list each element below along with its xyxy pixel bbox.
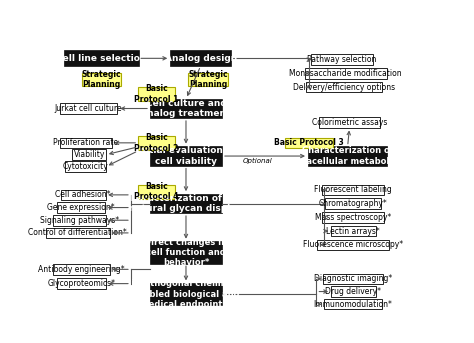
FancyBboxPatch shape [170, 50, 231, 66]
FancyBboxPatch shape [150, 241, 222, 263]
Text: Control of differentiation*: Control of differentiation* [28, 228, 127, 237]
FancyBboxPatch shape [61, 190, 106, 200]
Text: Proliferation rate: Proliferation rate [53, 138, 118, 147]
FancyBboxPatch shape [188, 73, 228, 86]
Text: Chromatography*: Chromatography* [319, 199, 388, 208]
FancyBboxPatch shape [53, 264, 109, 275]
FancyBboxPatch shape [311, 54, 373, 65]
Text: Direct changes in
cell function and
behavior*: Direct changes in cell function and beha… [145, 238, 228, 267]
FancyBboxPatch shape [60, 138, 112, 148]
FancyBboxPatch shape [138, 87, 175, 101]
FancyBboxPatch shape [324, 299, 382, 309]
FancyBboxPatch shape [317, 239, 389, 250]
Text: Delivery/efficiency options: Delivery/efficiency options [293, 83, 395, 92]
FancyBboxPatch shape [82, 73, 121, 86]
Text: Drug delivery*: Drug delivery* [325, 287, 381, 296]
Text: Fluorescent labeling: Fluorescent labeling [314, 185, 392, 194]
FancyBboxPatch shape [65, 161, 106, 172]
Text: Optional: Optional [243, 157, 273, 164]
FancyBboxPatch shape [53, 215, 106, 225]
FancyBboxPatch shape [64, 50, 138, 66]
Text: Basic Protocol 3: Basic Protocol 3 [274, 138, 344, 147]
Text: Characterization of non-
natural glycan display: Characterization of non- natural glycan … [124, 194, 248, 213]
FancyBboxPatch shape [150, 99, 222, 118]
FancyBboxPatch shape [150, 146, 222, 166]
Text: Diagnostic imaging*: Diagnostic imaging* [314, 274, 392, 283]
Text: Characterization of
intracellular metabolism: Characterization of intracellular metabo… [289, 146, 406, 166]
FancyBboxPatch shape [331, 286, 375, 297]
FancyBboxPatch shape [138, 185, 175, 199]
FancyBboxPatch shape [285, 138, 333, 148]
Text: Basic
Protocol 2: Basic Protocol 2 [135, 133, 179, 153]
FancyBboxPatch shape [331, 226, 375, 236]
FancyBboxPatch shape [138, 136, 175, 150]
Text: Cell culture and
analog treatment: Cell culture and analog treatment [141, 99, 231, 118]
Text: Cell adhesion*: Cell adhesion* [55, 190, 111, 199]
Text: Signaling pathways*: Signaling pathways* [40, 216, 119, 225]
Text: Basic
Protocol 4: Basic Protocol 4 [135, 182, 179, 201]
Text: Antibody engineering*: Antibody engineering* [38, 265, 125, 274]
Text: Analog design: Analog design [164, 54, 237, 63]
FancyBboxPatch shape [323, 274, 383, 284]
FancyBboxPatch shape [57, 202, 105, 213]
Text: Initial evaluation of
cell viability: Initial evaluation of cell viability [136, 146, 236, 166]
Text: Immunomodulation*: Immunomodulation* [314, 300, 392, 309]
FancyBboxPatch shape [308, 146, 387, 166]
FancyBboxPatch shape [322, 212, 384, 223]
Text: Fluorescence microscopy*: Fluorescence microscopy* [303, 240, 403, 249]
Text: Cytotoxicity: Cytotoxicity [63, 162, 109, 171]
FancyBboxPatch shape [73, 150, 106, 160]
Text: Strategic
Planning: Strategic Planning [188, 70, 228, 89]
FancyBboxPatch shape [57, 278, 106, 289]
FancyBboxPatch shape [325, 198, 381, 209]
Text: Colorimetric assays: Colorimetric assays [312, 118, 387, 127]
Text: Strategic
Planning: Strategic Planning [82, 70, 121, 89]
Text: Cell line selection: Cell line selection [56, 54, 146, 63]
Text: Mass spectroscopy*: Mass spectroscopy* [315, 213, 391, 222]
FancyBboxPatch shape [306, 82, 382, 92]
Text: Gene expression*: Gene expression* [47, 203, 115, 212]
FancyBboxPatch shape [150, 194, 222, 213]
Text: Viability: Viability [73, 150, 105, 159]
Text: Basic
Protocol 1: Basic Protocol 1 [135, 84, 179, 104]
FancyBboxPatch shape [60, 103, 118, 114]
Text: Glycoproteomics*: Glycoproteomics* [47, 279, 115, 288]
FancyBboxPatch shape [322, 185, 384, 195]
Text: Lectin arrays*: Lectin arrays* [326, 227, 380, 236]
FancyBboxPatch shape [150, 283, 222, 305]
Text: Monosaccharide modification: Monosaccharide modification [290, 69, 402, 78]
Text: Jurkat cell culture: Jurkat cell culture [55, 104, 122, 113]
Text: Bioorthogonal chemistry-
enabled biological and
medical endpoints*: Bioorthogonal chemistry- enabled biologi… [126, 279, 246, 309]
FancyBboxPatch shape [46, 228, 109, 238]
FancyBboxPatch shape [305, 68, 387, 79]
FancyBboxPatch shape [319, 117, 380, 128]
Text: Pathway selection: Pathway selection [308, 55, 377, 64]
